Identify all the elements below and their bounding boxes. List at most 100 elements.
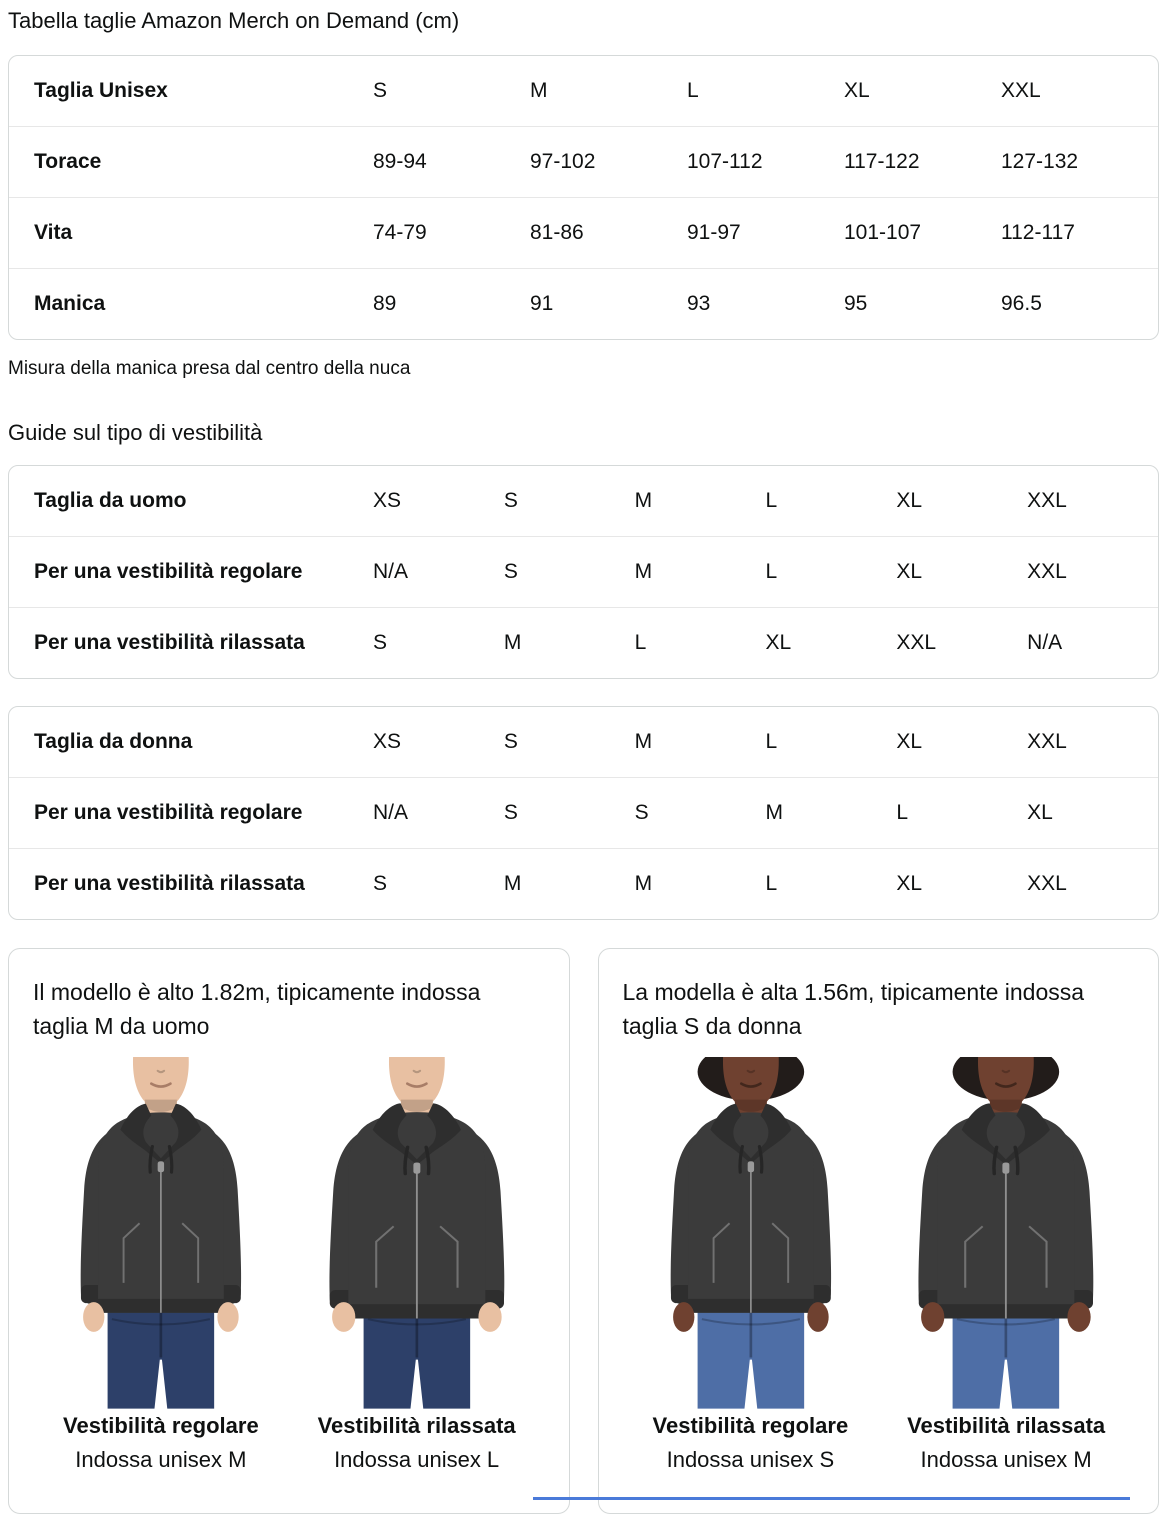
face-shape bbox=[388, 1057, 445, 1109]
hands-shape bbox=[921, 1302, 1091, 1332]
table-row: Vita 74-79 81-86 91-97 101-107 112-117 bbox=[9, 197, 1158, 268]
bottom-accent-line bbox=[533, 1497, 1130, 1500]
row-label: Per una vestibilità rilassata bbox=[34, 872, 305, 895]
size-cell: 101-107 bbox=[844, 221, 922, 244]
face-shape bbox=[132, 1057, 189, 1109]
size-cell: 91-97 bbox=[687, 221, 741, 244]
fit-type-label: Vestibilità rilassata bbox=[907, 1412, 1106, 1438]
size-cell: S bbox=[503, 801, 518, 824]
hoodie-shape bbox=[918, 1103, 1094, 1319]
size-cell: XXL bbox=[1027, 489, 1067, 512]
jeans-shape bbox=[697, 1310, 804, 1409]
size-cell: XXL bbox=[1027, 730, 1067, 753]
size-cell: S bbox=[373, 79, 388, 102]
sleeve-measure-note: Misura della manica presa dal centro del… bbox=[8, 358, 411, 379]
model-figure-svg bbox=[80, 1057, 242, 1409]
size-cell: 96.5 bbox=[1001, 292, 1042, 315]
size-cell: L bbox=[765, 560, 778, 583]
face-shape bbox=[978, 1057, 1035, 1109]
figure-caption: Vestibilità rilassata Indossa unisex L bbox=[318, 1411, 516, 1475]
row-label: Manica bbox=[34, 292, 106, 315]
size-cell: 107-112 bbox=[687, 150, 763, 173]
size-cell: N/A bbox=[1027, 631, 1063, 654]
size-cell: L bbox=[765, 872, 778, 895]
size-cell: XXL bbox=[1027, 560, 1067, 583]
hoodie-shape bbox=[80, 1103, 242, 1313]
figure-caption: Vestibilità rilassata Indossa unisex M bbox=[907, 1411, 1105, 1475]
hands-shape bbox=[331, 1302, 502, 1332]
size-cell: XL bbox=[1027, 801, 1053, 824]
size-cell: XXL bbox=[896, 631, 937, 654]
table-row: Torace 89-94 97-102 107-112 117-122 127-132 bbox=[9, 126, 1158, 197]
womens-fit-table: Taglia da donna XS S M L XL XXL Per una vestibi… bbox=[8, 706, 1159, 920]
size-cell: XXL bbox=[1027, 872, 1067, 895]
size-cell: M bbox=[503, 872, 522, 895]
table-row: Per una vestibilità rilassata S M L XL XXL N/A bbox=[9, 607, 1158, 678]
size-cell: XXL bbox=[1001, 79, 1041, 102]
model-description: Il modello è alto 1.82m, tipicamente ind… bbox=[33, 979, 481, 1039]
size-cell: XL bbox=[765, 631, 792, 654]
size-cell: XS bbox=[373, 730, 402, 753]
size-cell: 127-132 bbox=[1001, 150, 1079, 173]
size-cell: L bbox=[896, 801, 909, 824]
size-cell: N/A bbox=[373, 560, 409, 583]
model-photo-male-relaxed: Vestibilità rilassata Indossa unisex L bbox=[289, 1057, 545, 1475]
size-cell: 93 bbox=[687, 292, 711, 315]
table-row: Taglia da uomo XS S M L XL XXL bbox=[9, 466, 1158, 536]
model-photo-female-regular: Vestibilità regolare Indossa unisex S bbox=[623, 1057, 879, 1475]
row-label: Per una vestibilità rilassata bbox=[34, 631, 305, 654]
table-row: Per una vestibilità regolare N/A S S M L XL bbox=[9, 777, 1158, 848]
size-cell: M bbox=[503, 631, 522, 654]
female-model-card: La modella è alta 1.56m, tipicamente ind… bbox=[597, 948, 1159, 1514]
size-cell: XL bbox=[896, 872, 923, 895]
size-cell: 74-79 bbox=[373, 221, 427, 244]
size-cell: XL bbox=[844, 79, 870, 102]
size-cell: 97-102 bbox=[530, 150, 596, 173]
row-label: Vita bbox=[34, 221, 73, 244]
model-description: La modella è alta 1.56m, tipicamente ind… bbox=[622, 979, 1085, 1039]
jeans-shape bbox=[107, 1310, 215, 1409]
fit-type-label: Vestibilità regolare bbox=[652, 1412, 849, 1438]
fit-guide-heading: Guide sul tipo di vestibilità bbox=[8, 420, 263, 445]
male-model-card: Il modello è alto 1.82m, tipicamente ind… bbox=[8, 948, 570, 1514]
size-cell: 91 bbox=[530, 292, 554, 315]
size-cell: L bbox=[634, 631, 647, 654]
size-cell: 95 bbox=[844, 292, 868, 315]
size-cell: S bbox=[634, 801, 649, 824]
size-cell: L bbox=[765, 489, 778, 512]
model-photo-male-regular: Vestibilità regolare Indossa unisex M bbox=[33, 1057, 289, 1475]
size-cell: S bbox=[373, 872, 388, 895]
size-cell: 81-86 bbox=[530, 221, 584, 244]
model-figure-svg bbox=[918, 1057, 1094, 1409]
model-figure-svg bbox=[670, 1057, 831, 1409]
figure-caption: Vestibilità regolare Indossa unisex S bbox=[653, 1411, 849, 1475]
table-row: Per una vestibilità rilassata S M M L XL XXL bbox=[9, 848, 1158, 919]
row-label: Taglia da uomo bbox=[34, 489, 187, 512]
size-cell: L bbox=[687, 79, 699, 102]
size-cell: N/A bbox=[373, 801, 409, 824]
table-row: Taglia Unisex S M L XL XXL bbox=[9, 56, 1158, 126]
hoodie-shape bbox=[329, 1103, 505, 1319]
page-title: Tabella taglie Amazon Merch on Demand (c… bbox=[8, 8, 460, 33]
row-label: Per una vestibilità regolare bbox=[34, 801, 303, 824]
face-shape bbox=[722, 1057, 779, 1109]
fit-type-label: Vestibilità rilassata bbox=[317, 1412, 516, 1438]
figure-caption: Vestibilità regolare Indossa unisex M bbox=[63, 1411, 259, 1475]
size-cell: 117-122 bbox=[844, 150, 920, 173]
figures-row: Vestibilità regolare Indossa unisex S bbox=[623, 1057, 1135, 1475]
table-row: Manica 89 91 93 95 96.5 bbox=[9, 268, 1158, 339]
row-label: Per una vestibilità regolare bbox=[34, 560, 303, 583]
size-worn-label: Indossa unisex M bbox=[920, 1446, 1092, 1472]
jeans-shape bbox=[952, 1310, 1060, 1409]
model-figure-svg bbox=[329, 1057, 505, 1409]
table-row: Per una vestibilità regolare N/A S M L XL XXL bbox=[9, 536, 1158, 607]
size-cell: S bbox=[503, 489, 518, 512]
model-cards-row: Il modello è alto 1.82m, tipicamente ind… bbox=[8, 948, 1159, 1514]
row-label: Taglia Unisex bbox=[34, 79, 168, 102]
size-cell: S bbox=[503, 730, 518, 753]
row-label: Taglia da donna bbox=[34, 730, 193, 753]
size-cell: M bbox=[634, 730, 653, 753]
size-cell: M bbox=[530, 79, 548, 102]
hands-shape bbox=[83, 1302, 239, 1332]
